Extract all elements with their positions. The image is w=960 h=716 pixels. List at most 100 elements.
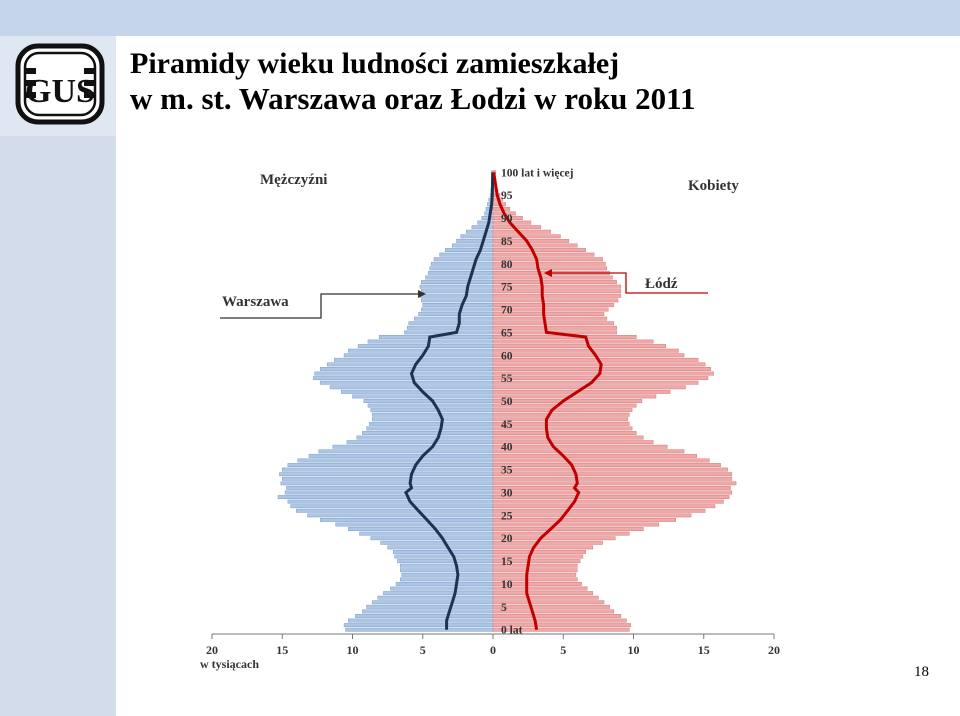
top-band [0, 0, 960, 36]
women-bar-61 [492, 348, 679, 353]
women-bar-22 [492, 527, 644, 532]
men-bar-18 [387, 545, 494, 550]
women-bar-2 [492, 618, 627, 623]
men-bar-6 [371, 600, 494, 605]
women-bar-33 [492, 476, 733, 481]
women-bar-23 [492, 522, 660, 527]
x-tick-label-left-0: 0 [490, 643, 496, 657]
women-bar-63 [492, 339, 654, 344]
men-bar-38 [308, 453, 494, 458]
men-bar-78 [428, 270, 494, 275]
x-axis: 20 15 10 5 0 5 10 15 20 [206, 633, 780, 657]
men-bar-40 [332, 444, 494, 449]
women-bar-26 [492, 508, 706, 513]
women-bar-68 [492, 316, 608, 321]
men-bar-69 [418, 312, 494, 317]
men-bar-12 [401, 572, 494, 577]
age-label-95: 95 [501, 190, 513, 202]
women-bar-48 [492, 408, 633, 413]
women-bar-4 [492, 609, 615, 614]
men-bar-57 [319, 367, 494, 371]
men-bar-23 [335, 522, 494, 527]
men-bar-52 [341, 389, 494, 394]
men-bar-73 [419, 293, 494, 298]
men-bar-41 [346, 440, 494, 445]
women-bar-62 [492, 344, 667, 349]
age-label-5: 5 [501, 602, 507, 614]
women-bar-74 [492, 289, 622, 294]
men-bar-8 [383, 591, 494, 596]
women-bar-54 [492, 380, 699, 385]
men-bar-58 [326, 362, 494, 367]
women-bar-32 [492, 481, 737, 486]
men-bar-21 [359, 531, 494, 536]
men-bar-9 [390, 586, 494, 591]
women-bar-55 [492, 376, 709, 381]
men-bar-24 [319, 517, 494, 522]
women-bar-86 [492, 234, 561, 239]
women-bar-42 [492, 435, 644, 440]
men-bar-43 [362, 431, 494, 435]
men-bar-82 [439, 252, 494, 257]
men-bar-53 [329, 385, 494, 390]
left-band-stripe [0, 136, 116, 716]
age-label-0: 0 lat [501, 625, 523, 637]
men-bar-16 [394, 554, 494, 559]
men-bar-68 [414, 316, 494, 321]
men-bar-87 [466, 229, 494, 234]
women-bar-15 [492, 559, 581, 564]
men-bar-55 [312, 376, 494, 381]
annotation-lodz: Łódź [645, 276, 678, 292]
annotation-warszawa: Warszawa [222, 294, 289, 310]
women-bar-11 [492, 577, 578, 582]
men-bar-14 [400, 563, 494, 568]
women-bar-43 [492, 431, 637, 435]
x-tick-label-left-15: 15 [276, 643, 288, 657]
men-bar-36 [287, 463, 494, 467]
women-bar-82 [492, 252, 595, 257]
men-bar-60 [343, 353, 494, 358]
women-bar-69 [492, 312, 605, 317]
women-bar-29 [492, 495, 730, 499]
population-pyramid-chart: 20 15 10 5 0 5 10 15 20 0 lat5101520253035404550… [200, 167, 780, 671]
men-bar-61 [348, 348, 494, 353]
women-bar-84 [492, 243, 578, 248]
men-bar-62 [357, 344, 494, 349]
men-bar-84 [452, 243, 494, 248]
men-bar-32 [280, 481, 494, 486]
slide-title: Piramidy wieku ludności zamieszkałej w m… [130, 48, 695, 118]
women-bar-5 [492, 604, 610, 609]
lodz-arrow-head [544, 269, 552, 277]
x-tick-label-left-5: 5 [420, 643, 426, 657]
x-tick-label-right-15: 15 [698, 643, 710, 657]
age-label-35: 35 [501, 465, 513, 477]
women-bar-53 [492, 385, 686, 390]
women-bar-77 [492, 275, 613, 280]
women-bar-7 [492, 595, 599, 600]
women-bar-19 [492, 540, 603, 545]
men-bar-28 [287, 499, 494, 504]
men-bar-74 [421, 289, 494, 294]
men-bar-29 [277, 495, 494, 499]
age-label-45: 45 [501, 419, 513, 431]
men-bar-46 [371, 417, 494, 422]
men-bar-15 [397, 559, 494, 564]
women-bar-10 [492, 582, 582, 586]
women-bar-85 [492, 238, 570, 243]
women-bar-16 [492, 554, 584, 559]
men-bar-5 [366, 604, 494, 609]
women-bar-45 [492, 421, 630, 426]
page-number: 18 [914, 664, 929, 680]
men-bar-66 [407, 325, 494, 330]
age-label-25: 25 [501, 510, 513, 522]
men-bar-22 [348, 527, 494, 532]
men-bar-90 [481, 216, 494, 220]
x-tick-label-right-5: 5 [560, 643, 566, 657]
x-tick-label-right-10: 10 [628, 643, 640, 657]
women-bar-1 [492, 623, 631, 628]
title-line-1: Piramidy wieku ludności zamieszkałej [130, 47, 620, 80]
men-bar-30 [284, 490, 494, 495]
women-bar-28 [492, 499, 724, 504]
men-bar-45 [369, 421, 494, 426]
men-bar-49 [367, 403, 494, 408]
